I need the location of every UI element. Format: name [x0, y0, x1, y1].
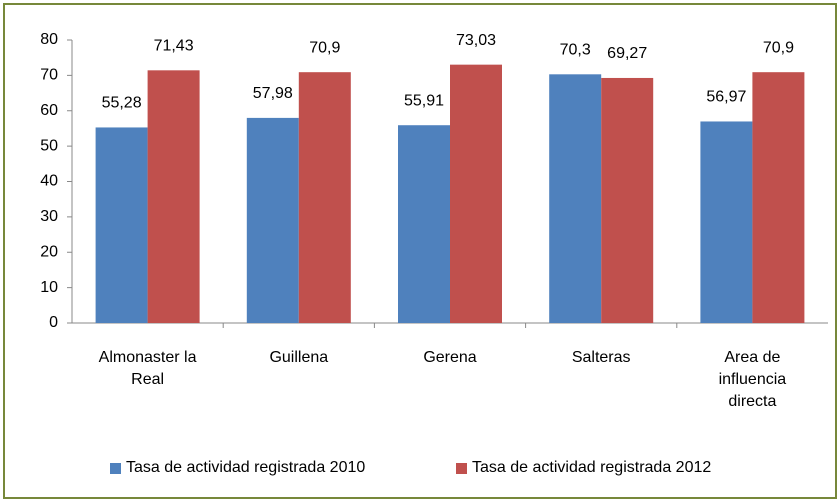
y-tick-label: 50: [40, 137, 58, 154]
x-tick-label: Almonaster la Real: [98, 349, 197, 388]
value-label: 69,27: [607, 45, 647, 62]
value-label: 70,9: [309, 39, 340, 56]
bar: [450, 64, 502, 323]
y-tick-label: 30: [40, 208, 58, 225]
legend-label: Tasa de actividad registrada 2012: [472, 459, 712, 476]
legend-swatch: [456, 462, 467, 474]
x-tick-label: Salteras: [571, 349, 631, 366]
legend-swatch: [110, 462, 121, 474]
bar: [549, 74, 602, 323]
bar: [601, 77, 654, 324]
bar: [147, 70, 200, 323]
value-label: 70,9: [763, 39, 794, 56]
y-tick-label: 10: [40, 279, 58, 296]
value-label: 73,03: [456, 32, 496, 49]
y-tick-label: 20: [40, 243, 58, 260]
value-label: 55,28: [102, 95, 142, 112]
bar: [95, 127, 148, 324]
legend-item: Tasa de actividad registrada 2012: [456, 459, 711, 477]
y-tick-label: 0: [49, 314, 58, 331]
value-label: 56,97: [706, 89, 746, 106]
bar: [398, 125, 450, 323]
value-label: 70,3: [560, 42, 591, 59]
x-tick-label: Guillena: [269, 349, 329, 366]
x-tick-label: Area de influencia directa: [718, 349, 787, 410]
bar: [246, 117, 299, 323]
y-tick-label: 60: [40, 102, 58, 119]
value-label: 71,43: [154, 38, 194, 55]
value-label: 57,98: [253, 85, 293, 102]
value-label: 55,91: [404, 92, 444, 109]
bar: [298, 72, 351, 323]
bar: [700, 121, 753, 323]
y-tick-label: 80: [40, 31, 58, 48]
y-tick-label: 70: [40, 67, 58, 84]
legend-item: Tasa de actividad registrada 2010: [110, 459, 365, 477]
bar: [752, 72, 805, 323]
chart-frame: [3, 3, 837, 499]
x-tick-label: Gerena: [423, 349, 477, 366]
legend-label: Tasa de actividad registrada 2010: [126, 459, 366, 476]
y-tick-label: 40: [40, 173, 58, 190]
